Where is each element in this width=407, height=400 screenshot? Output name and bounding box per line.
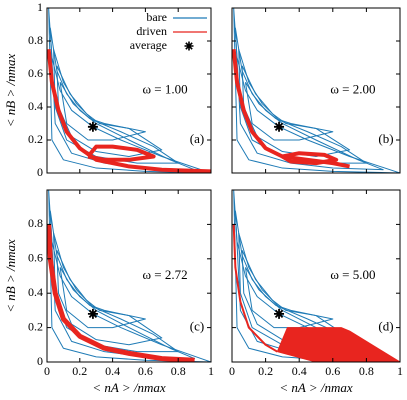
y-tick-label: 0.4 xyxy=(28,99,43,113)
x-tick-label: 0 xyxy=(229,364,235,378)
panel: 0 0.2 0.4 0.6 0.8 1 < nA > /nmax ω = 5.00 (d) xyxy=(229,189,403,395)
legend-label: average xyxy=(130,38,167,52)
average-marker xyxy=(87,308,98,319)
trajectory xyxy=(241,65,351,157)
trajectory xyxy=(53,49,179,164)
trajectory xyxy=(56,65,163,157)
trajectory xyxy=(238,49,367,164)
plot-area xyxy=(47,190,211,362)
x-tick-label: 0.2 xyxy=(258,364,273,378)
panel: 0 0.2 0.4 0.6 0.8 1 0 0.2 0.4 0.6 0.8 < nA > /nmax <… xyxy=(3,189,214,395)
x-axis-label: < nA > /nmax xyxy=(279,380,353,395)
y-tick-label: 0.6 xyxy=(28,251,43,265)
legend-marker xyxy=(184,41,194,51)
legend-label: bare xyxy=(146,10,167,24)
x-axis-label: < nA > /nmax xyxy=(92,380,166,395)
y-tick-label: 0.4 xyxy=(28,285,43,299)
x-tick-label: 0.4 xyxy=(105,364,120,378)
average-marker xyxy=(87,121,98,132)
trajectory xyxy=(49,210,196,360)
x-tick-label: 1 xyxy=(397,364,403,378)
trajectory xyxy=(59,267,146,329)
x-tick-label: 0.6 xyxy=(138,364,153,378)
plot-area xyxy=(232,190,400,362)
x-tick-label: 0.8 xyxy=(359,364,374,378)
y-tick-label: 0.8 xyxy=(28,216,43,230)
frame xyxy=(46,189,212,363)
trajectory xyxy=(244,81,334,141)
omega-annotation: ω = 1.00 xyxy=(143,81,188,96)
omega-annotation: ω = 5.00 xyxy=(330,267,375,282)
panel-label: (c) xyxy=(190,319,204,334)
y-axis-label: < nB > /nmax xyxy=(3,54,18,128)
y-tick-label: 0 xyxy=(37,165,43,179)
plot-area xyxy=(47,8,211,173)
frame xyxy=(231,189,401,363)
trajectory xyxy=(47,224,195,362)
y-tick-label: 1 xyxy=(37,0,43,14)
x-tick-label: 0.4 xyxy=(292,364,307,378)
trajectory xyxy=(48,190,211,362)
average-marker xyxy=(274,121,285,132)
y-tick-label: 0.2 xyxy=(28,319,43,333)
frame xyxy=(46,7,212,174)
trajectory xyxy=(86,144,156,162)
driven-area xyxy=(276,327,400,362)
trajectory xyxy=(232,224,278,353)
x-tick-label: 0.6 xyxy=(325,364,340,378)
panel: ω = 2.00 (b) xyxy=(231,7,401,174)
x-tick-label: 0.2 xyxy=(72,364,87,378)
panel-label: (a) xyxy=(190,131,204,146)
trajectory xyxy=(232,49,350,169)
trajectory xyxy=(48,8,211,173)
trajectory xyxy=(47,49,211,173)
trajectory xyxy=(281,151,339,166)
panel-label: (b) xyxy=(378,131,393,146)
plot-area xyxy=(232,8,400,173)
y-tick-label: 0.2 xyxy=(28,132,43,146)
panel-label: (d) xyxy=(378,319,393,334)
trajectory xyxy=(59,81,146,141)
panel: 0 0.2 0.4 0.6 0.8 1 < nB > /nmax ω = 1.00 (a) bar… xyxy=(3,0,212,179)
x-tick-label: 1 xyxy=(208,364,214,378)
x-tick-label: 0.8 xyxy=(171,364,186,378)
trajectory xyxy=(234,27,384,171)
x-tick-label: 0 xyxy=(44,364,50,378)
frame xyxy=(231,7,401,174)
omega-annotation: ω = 2.00 xyxy=(330,81,375,96)
y-tick-label: 0.8 xyxy=(28,33,43,47)
trajectory xyxy=(244,267,334,329)
y-axis-label: < nB > /nmax xyxy=(3,239,18,313)
trajectory xyxy=(233,8,400,173)
omega-annotation: ω = 2.72 xyxy=(143,267,188,282)
y-tick-label: 0 xyxy=(37,354,43,368)
trajectory xyxy=(56,249,163,346)
legend-label: driven xyxy=(136,24,167,38)
y-tick-label: 0.6 xyxy=(28,66,43,80)
average-marker xyxy=(274,308,285,319)
trajectory xyxy=(53,232,179,353)
